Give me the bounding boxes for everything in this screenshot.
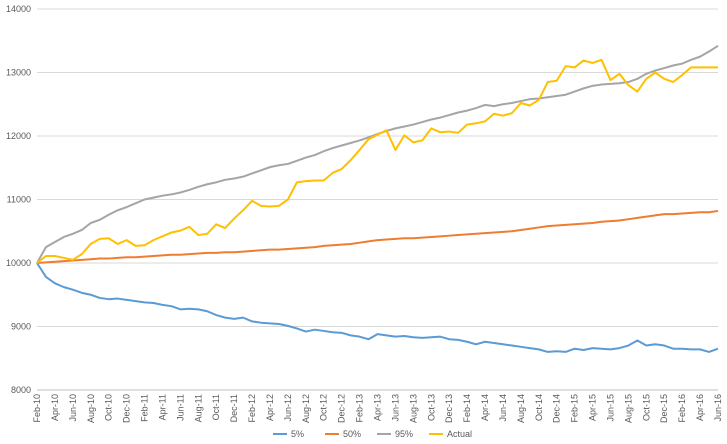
x-tick-label: Aug-12 — [301, 394, 311, 423]
x-tick-label: Aug-13 — [408, 394, 418, 423]
x-tick-label: Dec-11 — [229, 394, 239, 422]
x-tick-label: Oct-15 — [641, 394, 651, 421]
y-tick-label: 11000 — [7, 195, 31, 205]
x-tick-label: Dec-15 — [659, 394, 669, 423]
x-tick-label: Apr-15 — [588, 394, 598, 421]
x-tick-label: Apr-16 — [695, 394, 705, 421]
x-axis-tick-labels: Feb-10 Apr-10 Jun-10 Aug-10 Oct-10 Dec-10 Feb-… — [32, 394, 723, 423]
x-tick-label: Oct-14 — [534, 394, 544, 421]
x-tick-label: Apr-14 — [480, 394, 490, 421]
x-tick-label: Oct-12 — [319, 394, 329, 421]
x-tick-label: Jun-10 — [68, 394, 78, 422]
x-tick-label: Jun-11 — [175, 394, 185, 421]
x-tick-label: Aug-14 — [516, 394, 526, 423]
series-line-2 — [36, 44, 719, 264]
x-tick-label: Oct-11 — [211, 394, 221, 420]
x-tick-label: Jun-15 — [605, 394, 615, 422]
series-line-1 — [36, 209, 719, 264]
x-tick-label: Dec-10 — [122, 394, 132, 423]
series-line-0 — [36, 262, 719, 353]
x-tick-label: Dec-13 — [444, 394, 454, 423]
y-tick-label: 13000 — [6, 68, 31, 78]
y-tick-label: 12000 — [6, 131, 31, 141]
legend-label-3: Actual — [447, 429, 472, 439]
x-tick-label: Apr-13 — [373, 394, 383, 421]
gridlines — [37, 8, 718, 327]
x-tick-label: Feb-11 — [140, 394, 150, 422]
x-tick-label: Feb-12 — [247, 394, 257, 423]
x-tick-label: Feb-13 — [355, 394, 365, 423]
x-tick-label: Jun-16 — [713, 394, 723, 422]
y-tick-label: 10000 — [6, 258, 31, 268]
x-tick-label: Aug-11 — [193, 394, 203, 422]
x-tick-label: Jun-13 — [390, 394, 400, 422]
series-line-3 — [36, 58, 718, 264]
y-axis-tick-labels: 8000 9000 10000 11000 12000 13000 14000 — [6, 4, 31, 395]
x-tick-label: Feb-15 — [570, 394, 580, 423]
x-tick-label: Jun-14 — [498, 394, 508, 422]
x-tick-label: Aug-10 — [86, 394, 96, 423]
legend-label-1: 50% — [343, 429, 361, 439]
x-tick-label: Dec-14 — [552, 394, 562, 423]
x-tick-label: Oct-10 — [104, 394, 114, 421]
y-tick-label: 14000 — [6, 4, 31, 14]
x-tick-label: Feb-14 — [462, 394, 472, 423]
series-lines — [36, 44, 719, 353]
y-tick-label: 8000 — [11, 385, 31, 395]
legend-label-2: 95% — [395, 429, 413, 439]
legend: 5% 50% 95% Actual — [273, 429, 472, 439]
x-tick-label: Oct-13 — [426, 394, 436, 421]
legend-label-0: 5% — [291, 429, 304, 439]
x-tick-label: Jun-12 — [283, 394, 293, 422]
y-tick-label: 9000 — [11, 322, 31, 332]
x-tick-label: Aug-15 — [623, 394, 633, 423]
x-tick-label: Apr-11 — [157, 394, 167, 420]
x-tick-label: Feb-10 — [32, 394, 42, 423]
x-tick-label: Feb-16 — [677, 394, 687, 423]
x-tick-label: Dec-12 — [337, 394, 347, 423]
x-tick-label: Apr-12 — [265, 394, 275, 421]
x-tick-label: Apr-10 — [50, 394, 60, 421]
